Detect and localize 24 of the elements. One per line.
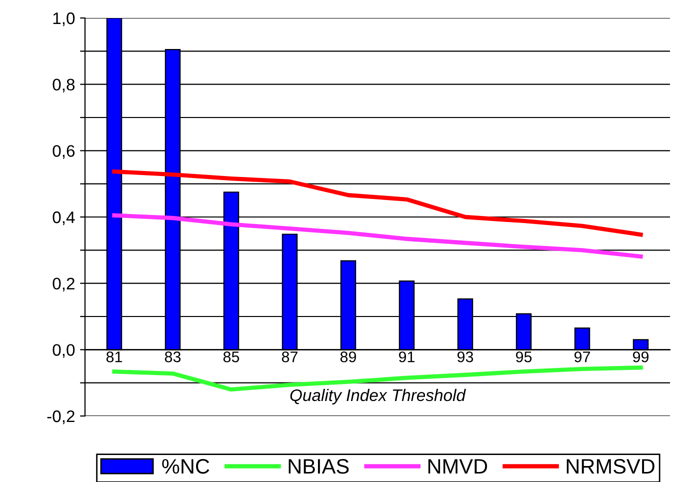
x-tick-label: 81 bbox=[106, 351, 122, 362]
x-tick-label: 91 bbox=[398, 351, 414, 362]
line-series bbox=[112, 213, 643, 259]
legend-label: NMVD bbox=[428, 459, 488, 474]
y-tick-label: 0,4 bbox=[52, 211, 75, 226]
x-tick-label: 83 bbox=[164, 351, 181, 362]
x-tick-label: 89 bbox=[340, 351, 356, 362]
y-tick-label: 0,2 bbox=[52, 278, 74, 292]
x-tick-label: 97 bbox=[574, 351, 590, 362]
line-series bbox=[112, 169, 643, 237]
x-tick-label: 87 bbox=[282, 351, 298, 362]
x-tick-label: 85 bbox=[223, 351, 240, 362]
y-tick-label: 0,6 bbox=[52, 145, 75, 159]
y-tick-label: 0,8 bbox=[52, 78, 75, 93]
y-tick-label: 0,0 bbox=[52, 344, 75, 358]
legend-label: %NC bbox=[162, 458, 210, 474]
x-axis-title: Quality Index Threshold bbox=[290, 388, 466, 404]
x-tick-label: 99 bbox=[632, 351, 649, 362]
x-tick-label: 93 bbox=[457, 351, 474, 362]
x-tick-label: 95 bbox=[516, 351, 532, 362]
legend-label: NRMSVD bbox=[566, 458, 654, 474]
legend-label: NBIAS bbox=[288, 458, 349, 474]
y-tick-label: -0,2 bbox=[47, 410, 74, 424]
y-tick-label: 1,0 bbox=[53, 12, 75, 26]
